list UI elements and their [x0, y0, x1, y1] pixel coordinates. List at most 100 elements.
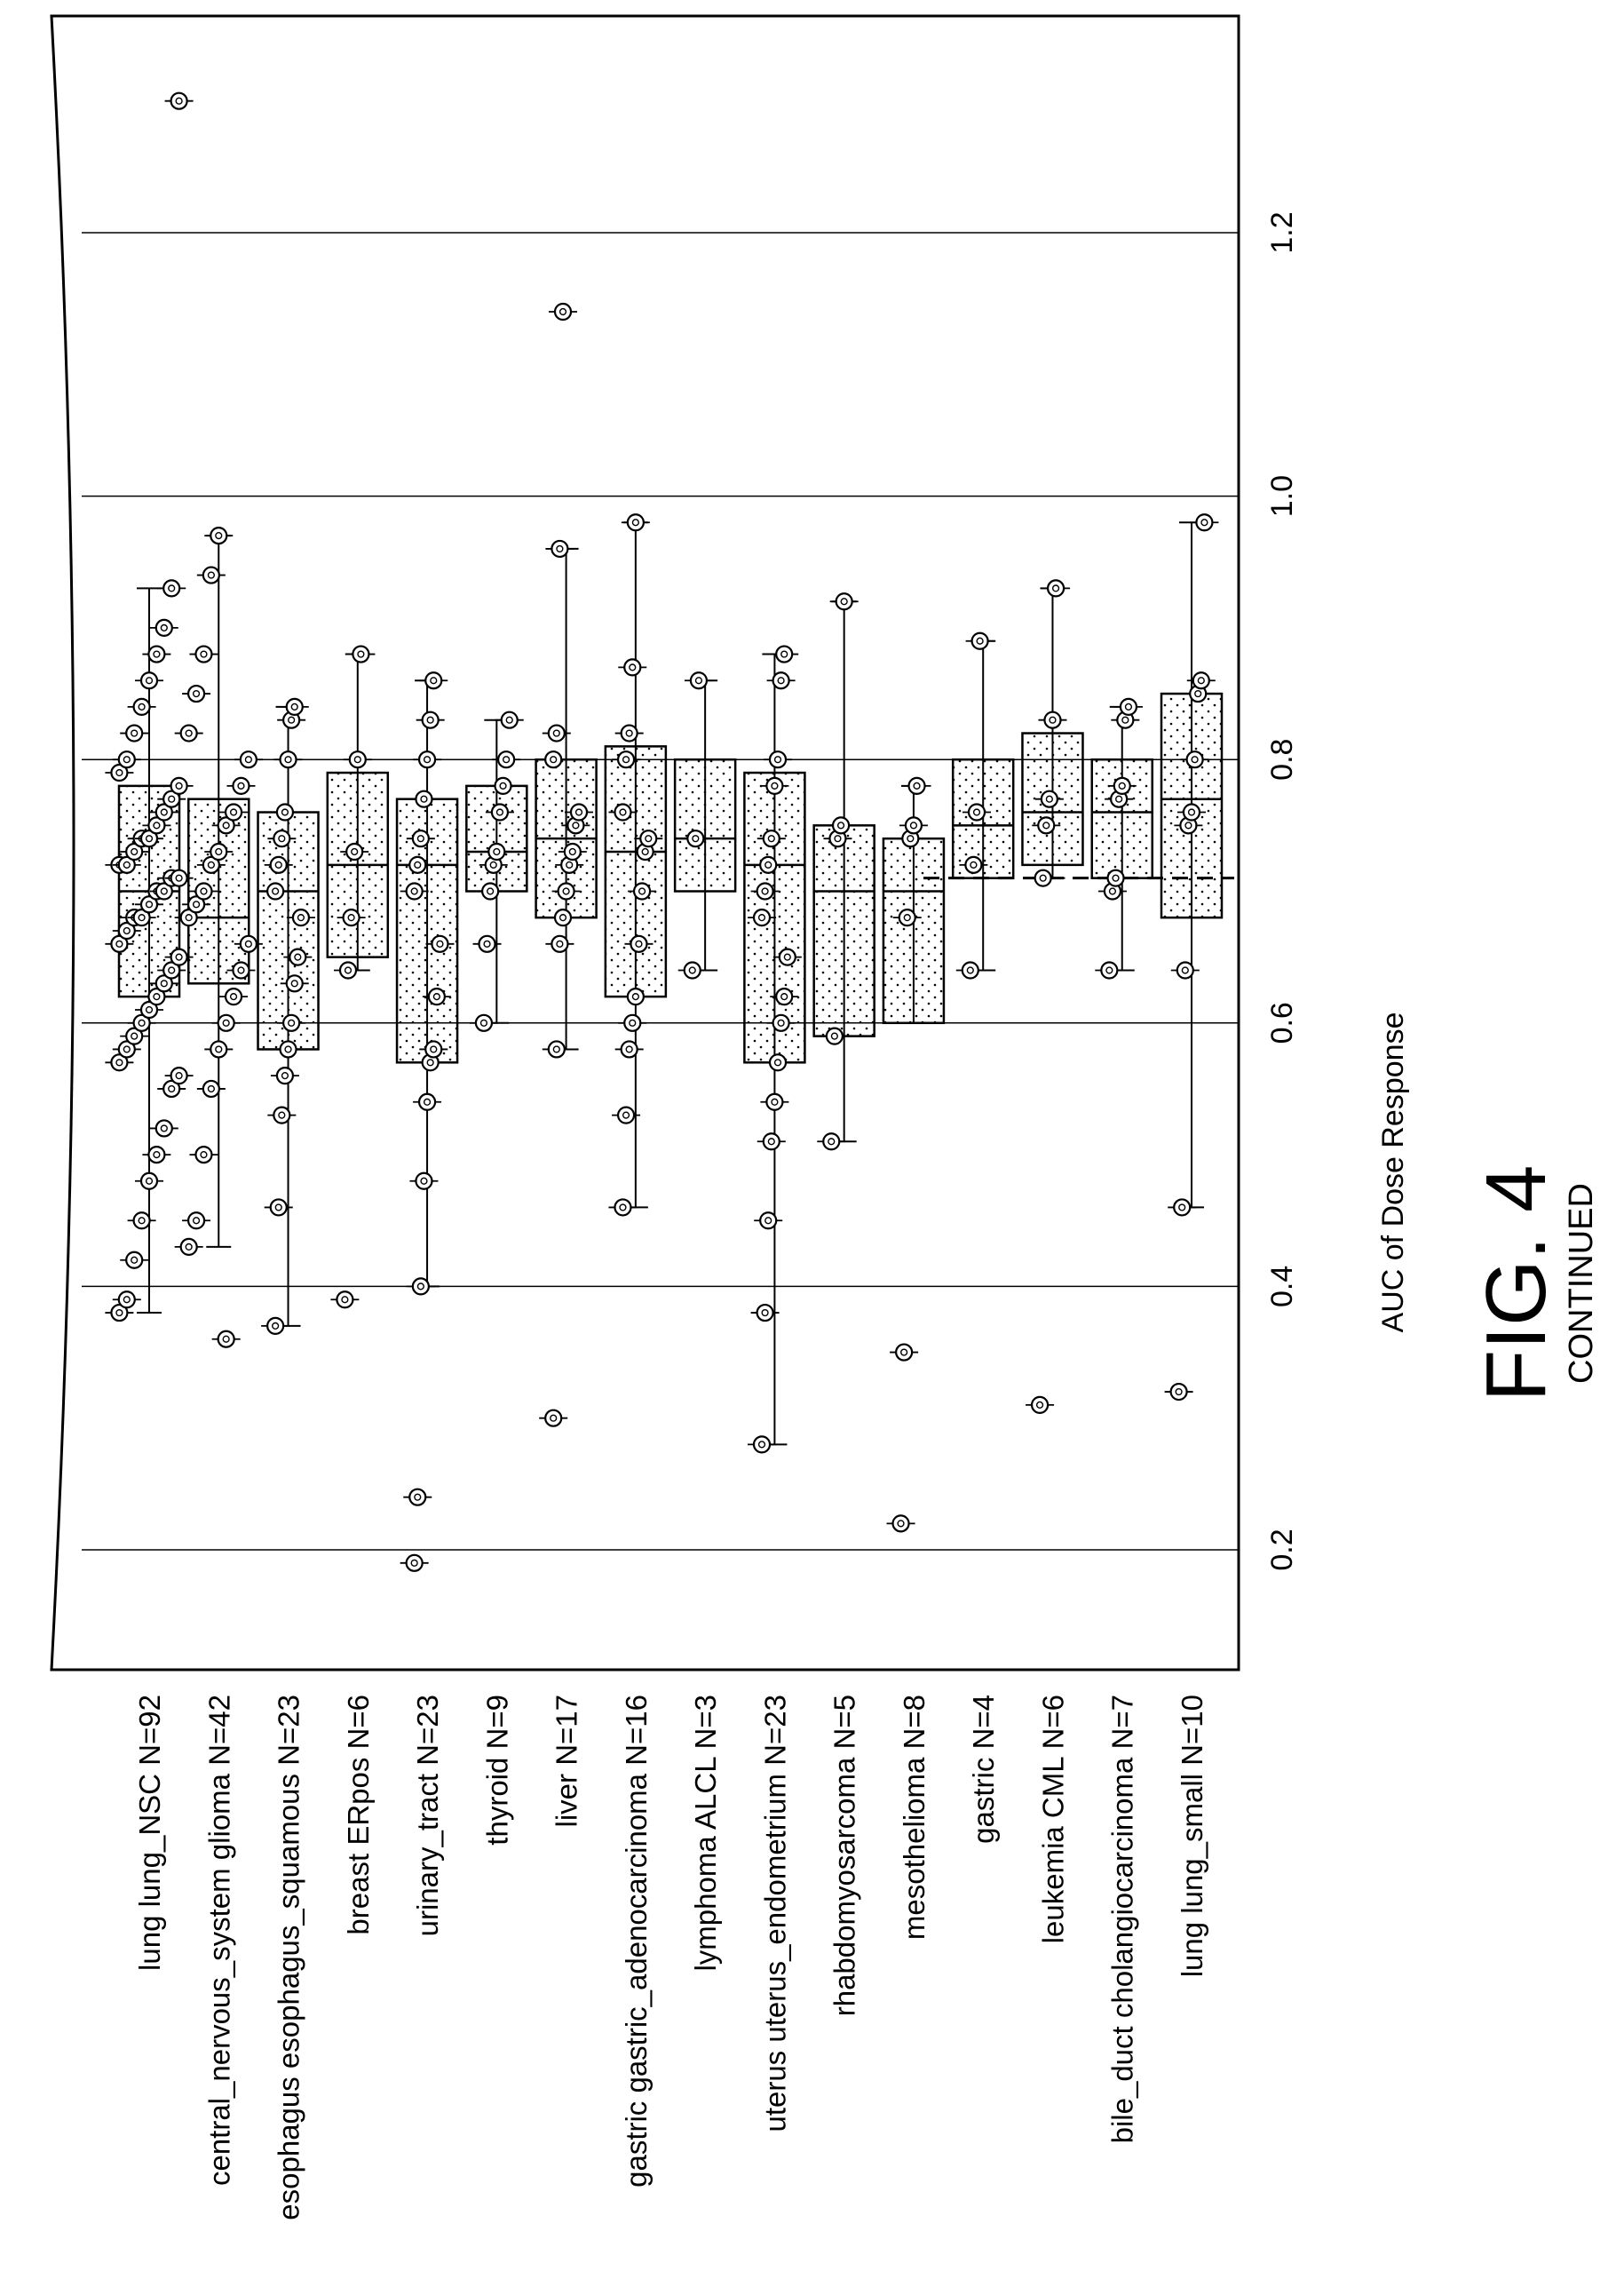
data-point	[415, 1171, 433, 1190]
data-point-inner	[175, 874, 183, 882]
data-point-inner	[284, 756, 292, 764]
data-point	[154, 974, 173, 993]
data-point-inner	[619, 1203, 627, 1211]
data-point-inner	[688, 966, 696, 974]
data-point-inner	[430, 677, 438, 685]
data-point-inner	[237, 782, 245, 790]
data-point	[616, 750, 636, 769]
data-point-inner	[556, 940, 564, 948]
data-point	[1034, 869, 1052, 887]
data-point-inner	[767, 1138, 775, 1146]
data-point	[1119, 697, 1138, 716]
data-point-inner	[1194, 689, 1202, 698]
box-group-4	[395, 671, 459, 1572]
data-point	[898, 909, 916, 927]
data-point-inner	[635, 940, 643, 948]
plot-frame	[50, 14, 1240, 1672]
data-point	[967, 803, 986, 822]
data-point	[775, 988, 794, 1006]
data-point-inner	[503, 756, 511, 764]
data-point	[232, 961, 250, 980]
data-point-inner	[566, 861, 574, 869]
data-point	[194, 1145, 213, 1164]
data-point	[352, 645, 370, 663]
data-point	[179, 1237, 198, 1257]
data-point-inner	[160, 808, 168, 816]
data-point	[481, 882, 500, 901]
data-point	[170, 948, 188, 966]
data-point-inner	[168, 966, 176, 974]
data-point	[291, 909, 311, 927]
data-point	[825, 1027, 844, 1045]
data-point	[775, 645, 794, 663]
data-point	[336, 1290, 354, 1309]
data-point	[1182, 803, 1201, 822]
data-point	[689, 671, 709, 690]
box-group-12	[951, 631, 1015, 980]
data-point	[405, 1553, 424, 1572]
data-point-inner	[903, 914, 911, 922]
category-label-13: leukemia CML N=6	[1036, 1695, 1069, 1943]
category-label-5: thyroid N=9	[480, 1695, 513, 1846]
data-point-inner	[145, 901, 154, 909]
data-point-inner	[347, 914, 355, 922]
data-point-inner	[489, 861, 497, 869]
data-point-inner	[1175, 1387, 1183, 1396]
data-point-inner	[631, 993, 639, 1001]
category-label-9: uterus uterus_endometrium N=23	[758, 1695, 791, 2132]
data-point-inner	[1108, 887, 1117, 895]
data-point	[170, 91, 188, 110]
data-point-inner	[353, 756, 361, 764]
data-point-inner	[207, 1084, 215, 1093]
box-group-7	[604, 513, 668, 1217]
data-point-inner	[175, 782, 183, 790]
data-point-inner	[897, 1520, 905, 1528]
data-point	[500, 711, 519, 729]
data-point	[424, 671, 443, 690]
data-point-inner	[207, 861, 215, 869]
data-point	[139, 1171, 159, 1190]
data-point-inner	[410, 887, 418, 895]
data-point-inner	[222, 1335, 230, 1343]
data-point	[338, 961, 358, 980]
data-point-inner	[641, 847, 649, 856]
data-point-inner	[175, 1072, 183, 1080]
data-point-inner	[487, 887, 495, 895]
data-point	[762, 830, 780, 848]
data-point	[125, 724, 144, 742]
data-point	[125, 1027, 144, 1045]
box-iqr	[812, 824, 875, 1037]
data-point	[217, 1013, 235, 1032]
data-point-inner	[153, 993, 161, 1001]
data-point-inner	[777, 1019, 785, 1027]
data-point-inner	[909, 822, 918, 830]
data-point-inner	[426, 716, 434, 724]
data-point	[224, 988, 243, 1006]
data-point	[411, 1277, 430, 1296]
data-point	[179, 909, 198, 927]
data-point-inner	[972, 808, 981, 816]
data-point	[217, 816, 235, 835]
data-point	[768, 750, 788, 769]
data-point-inner	[436, 940, 444, 948]
data-point	[154, 882, 173, 901]
data-point	[553, 302, 573, 322]
data-point	[110, 1053, 129, 1072]
category-label-4: urinary_tract N=23	[411, 1695, 444, 1936]
tick-label-0.8: 0.8	[1265, 739, 1299, 781]
data-point	[970, 631, 989, 650]
data-point	[1192, 671, 1210, 690]
category-label-11: mesothelioma N=8	[898, 1695, 931, 1940]
data-point	[147, 645, 166, 663]
data-point	[765, 1092, 784, 1111]
data-point	[614, 1198, 632, 1217]
data-point-inner	[556, 544, 564, 553]
data-point-inner	[138, 703, 146, 711]
data-point-inner	[278, 835, 286, 843]
data-point-inner	[1045, 795, 1053, 803]
data-point	[772, 671, 790, 690]
data-point-inner	[780, 993, 788, 1001]
data-point	[217, 1330, 235, 1348]
data-point-inner	[572, 822, 580, 830]
data-point	[345, 842, 364, 862]
